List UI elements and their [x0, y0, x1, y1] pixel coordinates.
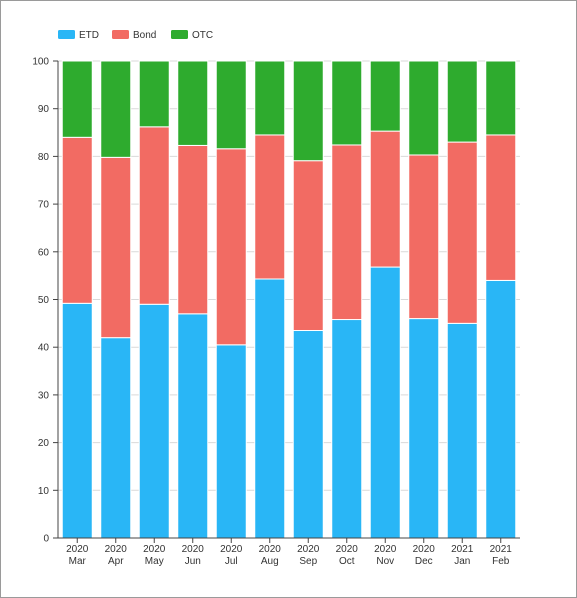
- bar-segment-otc: [100, 60, 132, 158]
- legend-item-otc: OTC: [171, 30, 213, 41]
- bar-segment-otc: [331, 60, 363, 146]
- bars: [61, 60, 517, 539]
- x-tick-label-year: 2021: [451, 544, 474, 555]
- bar-segment-etd: [100, 337, 132, 539]
- y-tick-label: 80: [38, 152, 50, 163]
- bar-stack: [408, 60, 440, 539]
- bar-segment-bond: [331, 144, 363, 321]
- grid-lines: [58, 60, 520, 491]
- bar-segment-bond: [446, 141, 478, 324]
- bar-segment-etd: [177, 313, 209, 539]
- bar-segment-bond: [292, 160, 324, 332]
- bar-segment-bond: [408, 154, 440, 320]
- legend-item-bond: Bond: [112, 30, 156, 41]
- bar-segment-etd: [138, 303, 170, 539]
- x-tick-label-year: 2020: [413, 544, 436, 555]
- axes: [57, 61, 520, 539]
- x-tick-label-month: Apr: [108, 556, 124, 567]
- x-tick-label-month: Jun: [185, 556, 201, 567]
- x-tick-label-month: Feb: [492, 556, 510, 567]
- y-tick-label: 0: [43, 534, 49, 545]
- bar-stack: [331, 60, 363, 539]
- x-tick-label-year: 2020: [66, 544, 89, 555]
- x-tick-label-month: Mar: [69, 556, 87, 567]
- bar-segment-bond: [215, 148, 247, 346]
- y-tick-label: 30: [38, 390, 50, 401]
- bar-segment-otc: [215, 60, 247, 150]
- y-tick-label: 100: [32, 57, 49, 68]
- bar-segment-bond: [485, 134, 517, 281]
- x-tick-label-month: Oct: [339, 556, 355, 567]
- bar-stack: [177, 60, 209, 539]
- legend-label: Bond: [133, 30, 156, 41]
- y-tick-label: 20: [38, 438, 50, 449]
- legend: ETD Bond OTC: [58, 30, 213, 41]
- x-tick-label-year: 2020: [182, 544, 205, 555]
- bar-segment-bond: [177, 144, 209, 315]
- y-tick-label: 40: [38, 343, 50, 354]
- bar-stack: [215, 60, 247, 539]
- bar-segment-etd: [369, 266, 401, 539]
- bar-stack: [254, 60, 286, 539]
- bar-stack: [485, 60, 517, 539]
- x-tick-label-year: 2020: [105, 544, 128, 555]
- bar-segment-etd: [215, 344, 247, 539]
- y-tick-label: 70: [38, 200, 50, 211]
- bar-segment-etd: [446, 322, 478, 539]
- bar-segment-otc: [485, 60, 517, 136]
- x-tick-label-month: Aug: [261, 556, 279, 567]
- bar-stack: [292, 60, 324, 539]
- legend-label: ETD: [79, 30, 99, 41]
- x-tick-label-year: 2020: [297, 544, 320, 555]
- bar-segment-bond: [369, 130, 401, 268]
- x-axis-labels: 2020Mar2020Apr2020May2020Jun2020Jul2020A…: [66, 538, 512, 567]
- bar-stack: [446, 60, 478, 539]
- bar-segment-bond: [100, 156, 132, 339]
- bar-stack: [100, 60, 132, 539]
- x-tick-label-month: Jan: [454, 556, 470, 567]
- legend-swatch: [112, 30, 129, 39]
- bar-stack: [138, 60, 170, 539]
- bar-segment-etd: [331, 319, 363, 539]
- bar-segment-otc: [61, 60, 93, 138]
- x-tick-label-year: 2020: [374, 544, 397, 555]
- bar-segment-otc: [292, 60, 324, 162]
- y-axis-ticks: 0 10 20 30 40 50 60 70 80 90 100: [32, 57, 58, 545]
- bar-segment-otc: [177, 60, 209, 146]
- legend-swatch: [58, 30, 75, 39]
- bar-stack: [61, 60, 93, 539]
- bar-segment-otc: [369, 60, 401, 132]
- x-tick-label-year: 2020: [336, 544, 359, 555]
- bar-segment-otc: [408, 60, 440, 156]
- y-tick-label: 60: [38, 247, 50, 258]
- x-tick-label-year: 2020: [143, 544, 166, 555]
- y-tick-label: 10: [38, 486, 50, 497]
- x-tick-label-year: 2020: [259, 544, 282, 555]
- x-tick-label-year: 2021: [490, 544, 513, 555]
- bar-segment-otc: [446, 60, 478, 143]
- y-tick-label: 50: [38, 295, 50, 306]
- legend-item-etd: ETD: [58, 30, 99, 41]
- bar-segment-bond: [138, 126, 170, 305]
- bar-segment-etd: [254, 278, 286, 539]
- y-tick-label: 90: [38, 104, 50, 115]
- legend-label: OTC: [192, 30, 213, 41]
- x-tick-label-month: May: [145, 556, 164, 567]
- bar-segment-otc: [138, 60, 170, 128]
- bar-segment-etd: [292, 330, 324, 539]
- bar-segment-etd: [485, 279, 517, 539]
- x-tick-label-year: 2020: [220, 544, 243, 555]
- x-tick-label-month: Dec: [415, 556, 433, 567]
- x-tick-label-month: Nov: [376, 556, 394, 567]
- x-tick-label-month: Sep: [299, 556, 317, 567]
- legend-swatch: [171, 30, 188, 39]
- bar-segment-bond: [254, 134, 286, 280]
- bar-stack: [369, 60, 401, 539]
- bar-segment-etd: [61, 302, 93, 539]
- x-tick-label-month: Jul: [225, 556, 238, 567]
- bar-segment-etd: [408, 318, 440, 539]
- bar-segment-otc: [254, 60, 286, 136]
- bar-segment-bond: [61, 136, 93, 304]
